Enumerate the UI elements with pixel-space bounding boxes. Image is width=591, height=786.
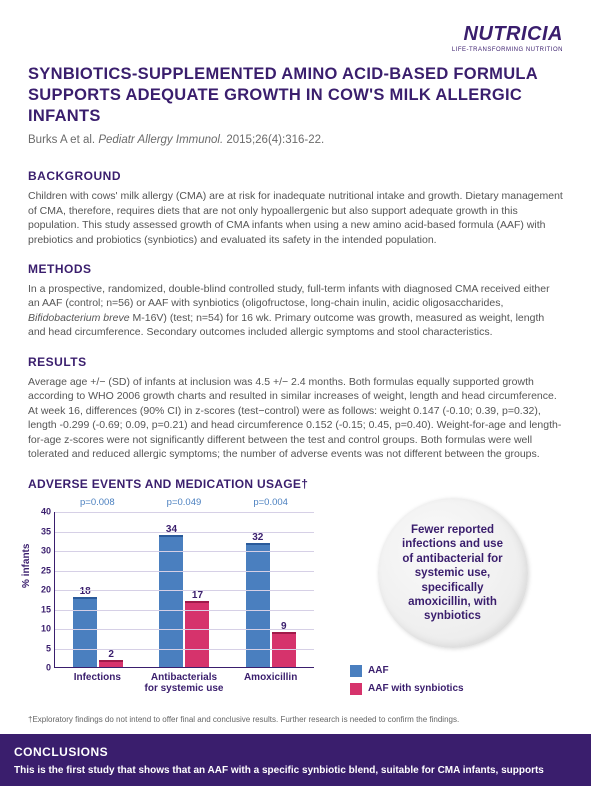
aaf-bar: 18 — [73, 597, 97, 667]
citation-authors: Burks A et al. — [28, 134, 95, 146]
legend-aaf: AAF — [350, 664, 563, 678]
plot-area: 1823417329 0510152025303540 — [54, 512, 314, 668]
ytick: 0 — [33, 662, 51, 675]
bar-value-label: 34 — [159, 523, 183, 537]
header: NUTRICIA LIFE-TRANSFORMING NUTRITION — [28, 20, 563, 54]
pvalue-row: p=0.008 p=0.049 p=0.004 — [54, 496, 314, 509]
citation-ref: 2015;26(4):316-22. — [226, 134, 324, 146]
legend-syn: AAF with synbiotics — [350, 682, 563, 696]
pval-0: p=0.008 — [80, 496, 115, 509]
ytick: 5 — [33, 643, 51, 656]
ytick: 35 — [33, 526, 51, 539]
section-heading-results: RESULTS — [28, 354, 563, 371]
bar-value-label: 9 — [272, 620, 296, 634]
ytick: 15 — [33, 604, 51, 617]
background-text: Children with cows' milk allergy (CMA) a… — [28, 189, 563, 247]
methods-text: In a prospective, randomized, double-bli… — [28, 282, 563, 340]
chart-footnote: †Exploratory findings do not intend to o… — [28, 714, 563, 725]
bar-chart: % infants p=0.008 p=0.049 p=0.004 182341… — [28, 498, 328, 708]
brand-name: NUTRICIA — [452, 20, 563, 48]
section-heading-methods: METHODS — [28, 261, 563, 278]
chart-title: ADVERSE EVENTS AND MEDICATION USAGE† — [28, 476, 563, 493]
chart-row: % infants p=0.008 p=0.049 p=0.004 182341… — [28, 498, 563, 708]
brand-logo: NUTRICIA LIFE-TRANSFORMING NUTRITION — [452, 20, 563, 54]
xcategory-row: Infections Antibacterials for systemic u… — [54, 672, 314, 694]
conclusions-heading: CONCLUSIONS — [14, 744, 577, 761]
conclusions-bar: CONCLUSIONS This is the first study that… — [0, 734, 591, 786]
conclusions-text: This is the first study that shows that … — [14, 764, 577, 778]
brand-tagline: LIFE-TRANSFORMING NUTRITION — [452, 46, 563, 54]
citation: Burks A et al. Pediatr Allergy Immunol. … — [28, 132, 563, 148]
ytick: 25 — [33, 565, 51, 578]
ytick: 10 — [33, 623, 51, 636]
results-text: Average age +/− (SD) of infants at inclu… — [28, 375, 563, 462]
syn-bar: 17 — [185, 601, 209, 667]
callout-column: Fewer reported infections and use of ant… — [342, 498, 563, 696]
pval-1: p=0.049 — [167, 496, 202, 509]
page-title: SYNBIOTICS-SUPPLEMENTED AMINO ACID-BASED… — [28, 64, 563, 126]
xcat-0: Infections — [56, 672, 138, 694]
bar-value-label: 18 — [73, 585, 97, 599]
chart-legend: AAF AAF with synbiotics — [350, 664, 563, 696]
ytick: 30 — [33, 545, 51, 558]
aaf-bar: 34 — [159, 535, 183, 668]
pval-2: p=0.004 — [253, 496, 288, 509]
citation-journal: Pediatr Allergy Immunol. — [98, 134, 223, 146]
swatch-aaf — [350, 665, 362, 677]
callout-bubble: Fewer reported infections and use of ant… — [378, 498, 528, 648]
section-heading-background: BACKGROUND — [28, 168, 563, 185]
swatch-syn — [350, 683, 362, 695]
xcat-1: Antibacterials for systemic use — [143, 672, 225, 694]
ytick: 20 — [33, 584, 51, 597]
ytick: 40 — [33, 506, 51, 519]
chart-ylabel: % infants — [20, 544, 34, 588]
callout-text: Fewer reported infections and use of ant… — [396, 523, 510, 624]
xcat-2: Amoxicillin — [230, 672, 312, 694]
syn-bar: 2 — [99, 660, 123, 668]
